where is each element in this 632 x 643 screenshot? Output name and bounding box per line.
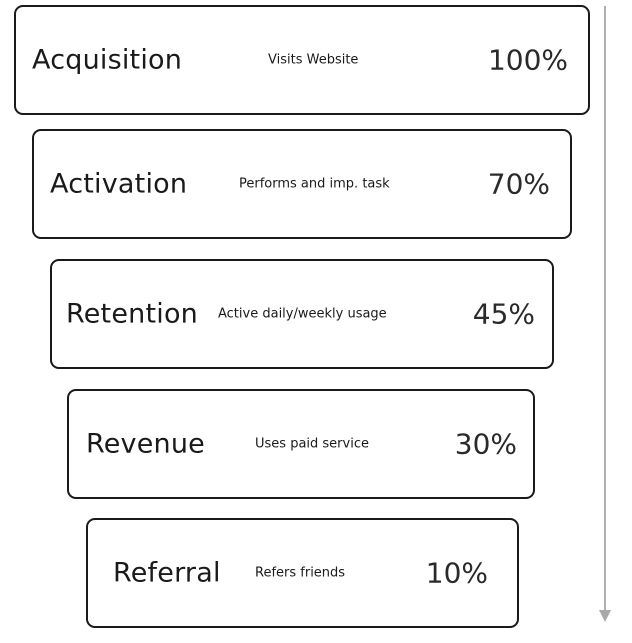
funnel-stage-acquisition: Acquisition Visits Website 100% [14, 5, 590, 115]
funnel-stage-referral: Referral Refers friends 10% [86, 518, 519, 628]
stage-description: Uses paid service [255, 436, 369, 452]
stage-percent: 100% [487, 43, 568, 77]
stage-name: Revenue [86, 428, 205, 460]
stage-description: Visits Website [268, 52, 359, 68]
stage-name: Acquisition [32, 44, 183, 76]
stage-percent: 30% [454, 427, 517, 461]
down-arrow-icon [599, 6, 611, 622]
stage-name: Activation [50, 168, 188, 200]
stage-description: Active daily/weekly usage [218, 306, 387, 322]
funnel-stage-activation: Activation Performs and imp. task 70% [32, 129, 572, 239]
stage-percent: 70% [487, 167, 550, 201]
stage-name: Retention [66, 298, 198, 330]
funnel-stage-retention: Retention Active daily/weekly usage 45% [50, 259, 554, 369]
funnel-stage-revenue: Revenue Uses paid service 30% [67, 389, 535, 499]
stage-name: Referral [113, 557, 221, 589]
stage-percent: 10% [425, 556, 488, 590]
stage-description: Refers friends [255, 565, 346, 581]
stage-percent: 45% [472, 297, 535, 331]
stage-description: Performs and imp. task [239, 176, 390, 192]
